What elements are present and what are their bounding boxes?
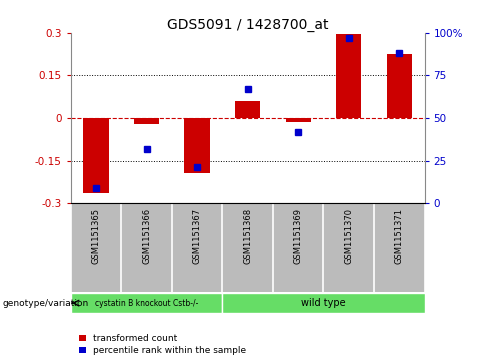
Bar <box>285 118 311 122</box>
Bar <box>184 118 210 174</box>
Bar <box>134 118 159 124</box>
Text: wild type: wild type <box>301 298 346 308</box>
Bar <box>83 118 109 193</box>
Bar <box>336 34 362 118</box>
Text: GSM1151368: GSM1151368 <box>243 208 252 264</box>
Text: GSM1151370: GSM1151370 <box>344 208 353 264</box>
Text: cystatin B knockout Cstb-/-: cystatin B knockout Cstb-/- <box>95 299 198 307</box>
Text: GSM1151371: GSM1151371 <box>395 208 404 264</box>
Text: GSM1151366: GSM1151366 <box>142 208 151 264</box>
Text: genotype/variation: genotype/variation <box>2 299 89 307</box>
Bar <box>71 293 223 313</box>
Bar <box>386 54 412 118</box>
Text: GSM1151369: GSM1151369 <box>294 208 303 264</box>
Legend: transformed count, percentile rank within the sample: transformed count, percentile rank withi… <box>75 331 250 359</box>
Text: GSM1151365: GSM1151365 <box>92 208 101 264</box>
Title: GDS5091 / 1428700_at: GDS5091 / 1428700_at <box>167 18 328 32</box>
Text: GSM1151367: GSM1151367 <box>193 208 202 264</box>
Bar <box>223 293 425 313</box>
Bar <box>235 101 260 118</box>
